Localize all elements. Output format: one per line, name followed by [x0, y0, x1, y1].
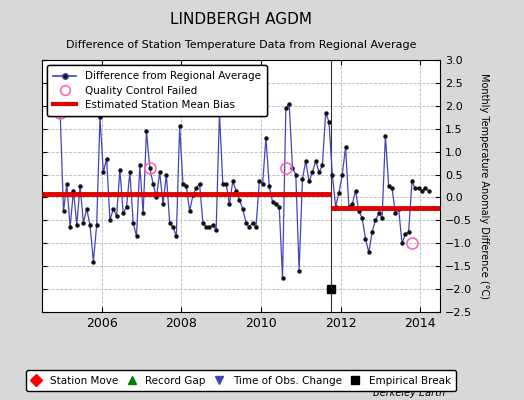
Text: Difference of Station Temperature Data from Regional Average: Difference of Station Temperature Data f…	[66, 40, 416, 50]
Y-axis label: Monthly Temperature Anomaly Difference (°C): Monthly Temperature Anomaly Difference (…	[479, 73, 489, 299]
Legend: Station Move, Record Gap, Time of Obs. Change, Empirical Break: Station Move, Record Gap, Time of Obs. C…	[26, 370, 456, 391]
Legend: Difference from Regional Average, Quality Control Failed, Estimated Station Mean: Difference from Regional Average, Qualit…	[47, 65, 267, 116]
Text: Berkeley Earth: Berkeley Earth	[373, 388, 445, 398]
Text: LINDBERGH AGDM: LINDBERGH AGDM	[170, 12, 312, 27]
